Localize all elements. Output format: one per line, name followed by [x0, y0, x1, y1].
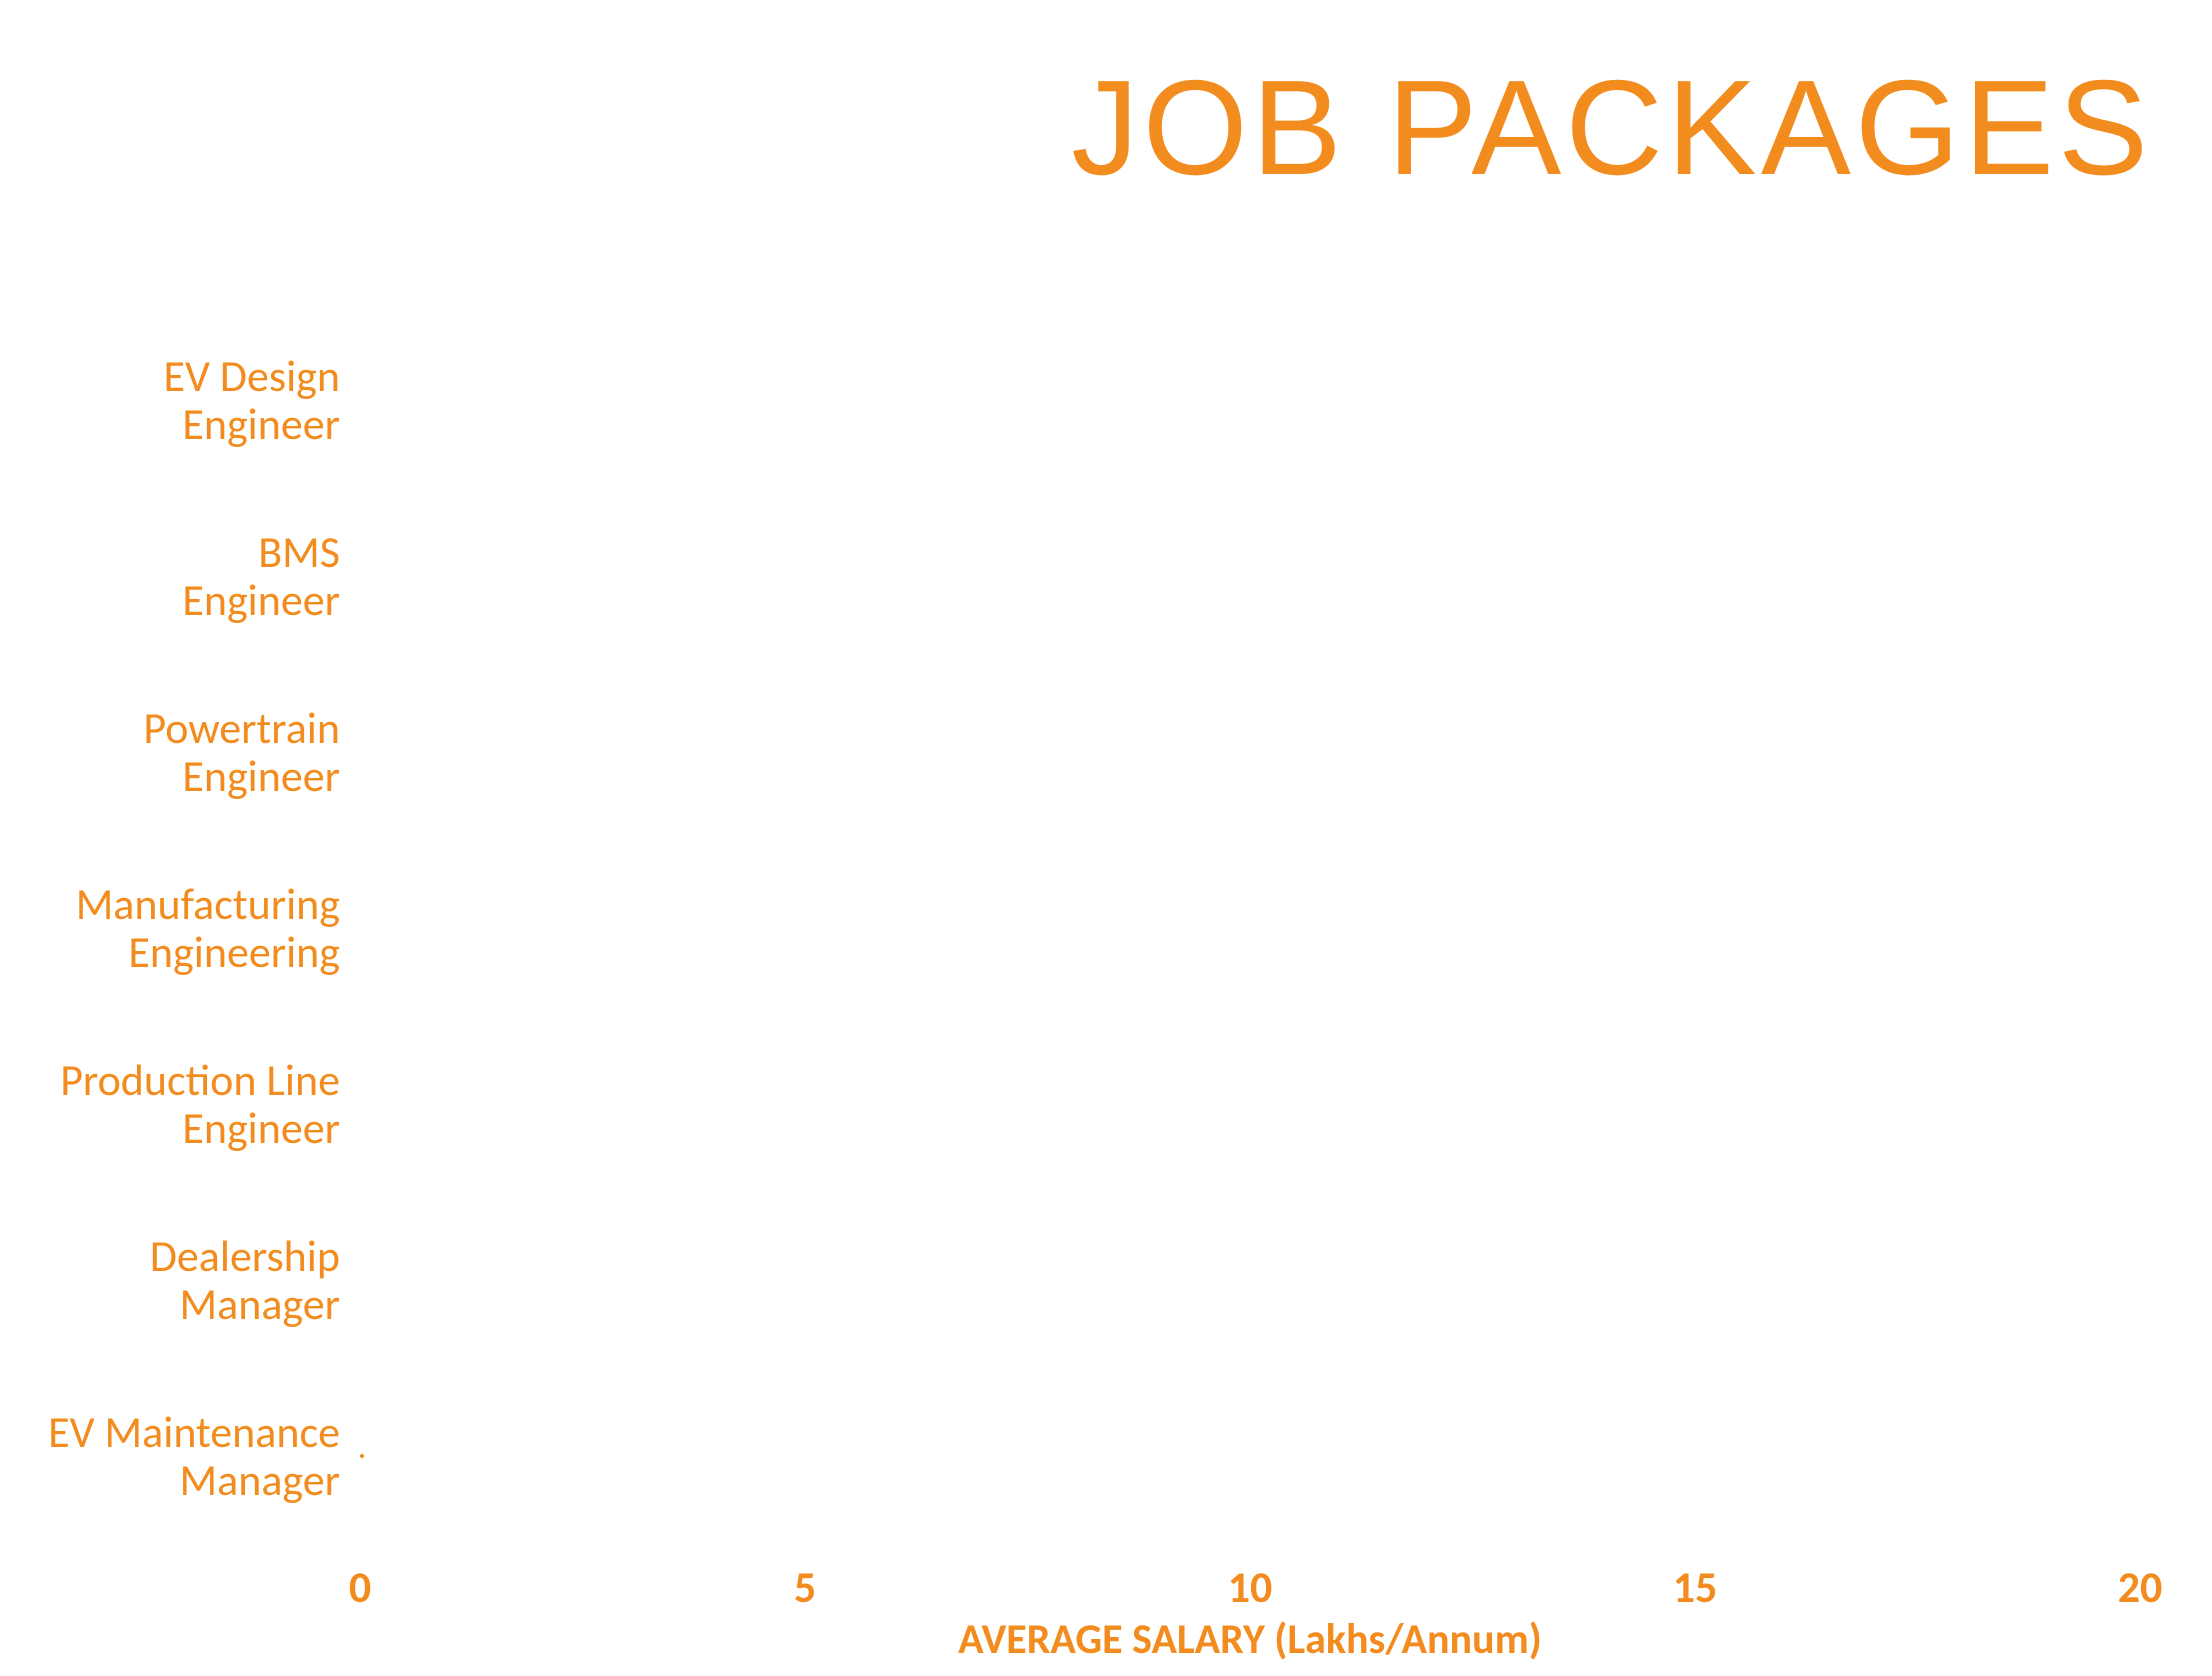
bar	[360, 1454, 364, 1458]
category-label: BMS Engineer	[0, 528, 340, 625]
category-label: Manufacturing Engineering	[0, 880, 340, 977]
x-tick: 15	[1673, 1560, 1718, 1614]
x-tick: 10	[1228, 1560, 1273, 1614]
bar-row: Manufacturing Engineering	[360, 868, 2140, 988]
category-label: EV Design Engineer	[0, 352, 340, 449]
plot-area: EV Design Engineer BMS Engineer Powertrain…	[360, 340, 2140, 1520]
category-label: Production Line Engineer	[0, 1056, 340, 1153]
bar-row: Powertrain Engineer	[360, 692, 2140, 812]
category-label: EV Maintenance Manager	[0, 1408, 340, 1505]
bar-row: Dealership Manager	[360, 1220, 2140, 1340]
bar-row: EV Maintenance Manager	[360, 1396, 2140, 1516]
bar-row: EV Design Engineer	[360, 340, 2140, 460]
bar-row: BMS Engineer	[360, 516, 2140, 636]
x-tick: 20	[2118, 1560, 2163, 1614]
x-tick: 5	[794, 1560, 816, 1614]
x-tick: 0	[349, 1560, 371, 1614]
chart-container: JOB PACKAGES EV Design EngineerBMS Engin…	[0, 0, 2212, 1676]
chart-title: JOB PACKAGES	[1071, 50, 2152, 205]
x-axis-label: AVERAGE SALARY (Lakhs/Annum)	[360, 1614, 2140, 1665]
category-label: Powertrain Engineer	[0, 704, 340, 801]
category-label: Dealership Manager	[0, 1232, 340, 1329]
bar-row: Production Line Engineer	[360, 1044, 2140, 1164]
